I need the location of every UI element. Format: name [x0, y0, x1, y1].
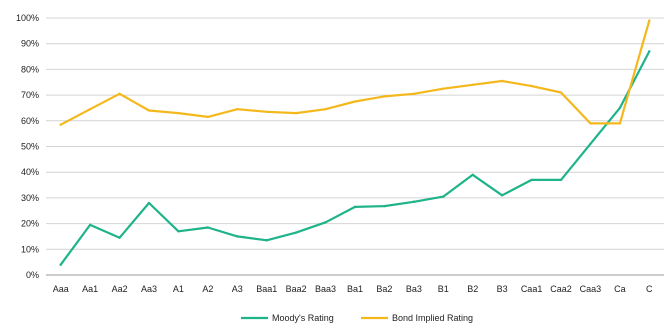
data-point	[59, 123, 62, 126]
x-tick-label: B2	[467, 284, 478, 294]
data-point	[236, 108, 239, 111]
data-point	[147, 109, 151, 112]
x-tick-label: Aa3	[141, 284, 157, 294]
series-lines	[59, 19, 651, 266]
data-point	[442, 87, 445, 90]
legend: Moody's Rating Bond Implied Rating	[241, 313, 473, 323]
y-tick-label: 80%	[21, 64, 39, 74]
x-tick-label: Ba2	[376, 284, 392, 294]
x-tick-label: Ca	[614, 284, 626, 294]
data-point	[88, 223, 92, 227]
y-tick-label: 20%	[21, 219, 39, 229]
x-tick-label: A1	[173, 284, 184, 294]
y-tick-label: 30%	[21, 193, 39, 203]
data-point	[118, 236, 121, 239]
data-point	[471, 83, 474, 87]
data-point	[530, 84, 533, 88]
data-point	[265, 110, 268, 114]
data-point	[206, 115, 210, 119]
y-tick-label: 40%	[21, 167, 39, 177]
data-point	[324, 221, 327, 224]
data-point	[530, 178, 533, 182]
data-point	[559, 178, 563, 182]
data-point	[324, 108, 327, 111]
series-line-1	[59, 19, 651, 126]
data-point	[618, 122, 622, 125]
data-point	[383, 95, 386, 98]
legend-label-0: Moody's Rating	[272, 313, 334, 323]
y-axis-labels: 0% 10% 20% 30% 40% 50% 60% 70% 80% 90% 100%	[16, 13, 39, 280]
x-tick-label: Baa1	[256, 284, 277, 294]
data-point	[88, 108, 92, 111]
y-tick-label: 0%	[26, 270, 39, 280]
data-point	[265, 239, 268, 242]
x-tick-label: Aa2	[112, 284, 128, 294]
gridlines	[46, 17, 664, 276]
data-point	[412, 200, 416, 203]
x-tick-label: Baa2	[286, 284, 307, 294]
data-point	[589, 142, 592, 146]
data-point	[118, 92, 121, 96]
y-tick-label: 70%	[21, 90, 39, 100]
y-tick-label: 50%	[21, 142, 39, 152]
x-tick-label: Caa2	[550, 284, 572, 294]
data-point	[59, 263, 62, 266]
data-point	[648, 19, 651, 22]
y-tick-label: 100%	[16, 13, 39, 23]
data-point	[471, 173, 474, 176]
data-point	[353, 100, 357, 103]
x-tick-label: Ba3	[406, 284, 422, 294]
x-tick-label: B3	[497, 284, 508, 294]
data-point	[383, 204, 386, 208]
data-point	[648, 50, 651, 53]
data-point	[294, 111, 298, 115]
x-tick-label: Aa1	[82, 284, 98, 294]
x-tick-label: Baa3	[315, 284, 336, 294]
x-tick-label: Caa1	[521, 284, 543, 294]
data-point	[236, 235, 239, 238]
data-point	[500, 79, 504, 83]
data-point	[177, 230, 180, 233]
data-point	[294, 231, 298, 234]
series-line-0	[59, 50, 651, 266]
data-point	[353, 205, 357, 209]
y-tick-label: 90%	[21, 39, 39, 49]
data-point	[412, 92, 416, 96]
x-tick-label: Caa3	[580, 284, 602, 294]
data-point	[618, 106, 622, 110]
y-tick-label: 10%	[21, 244, 39, 254]
x-tick-label: C	[646, 284, 653, 294]
x-tick-label: B1	[438, 284, 449, 294]
x-axis-labels: Aaa Aa1 Aa2 Aa3 A1 A2 A3 Baa1 Baa2 Baa3 Ba1 Ba2 Ba3 B…	[53, 284, 653, 294]
data-point	[589, 122, 592, 125]
x-tick-label: A3	[232, 284, 243, 294]
y-tick-label: 60%	[21, 116, 39, 126]
data-point	[442, 195, 445, 198]
data-point	[500, 194, 504, 197]
data-point	[559, 91, 563, 94]
data-point	[147, 201, 151, 205]
legend-label-1: Bond Implied Rating	[392, 313, 473, 323]
x-tick-label: A2	[202, 284, 213, 294]
x-tick-label: Aaa	[53, 284, 69, 294]
data-point	[206, 226, 210, 229]
data-point	[177, 111, 180, 115]
x-tick-label: Ba1	[347, 284, 363, 294]
